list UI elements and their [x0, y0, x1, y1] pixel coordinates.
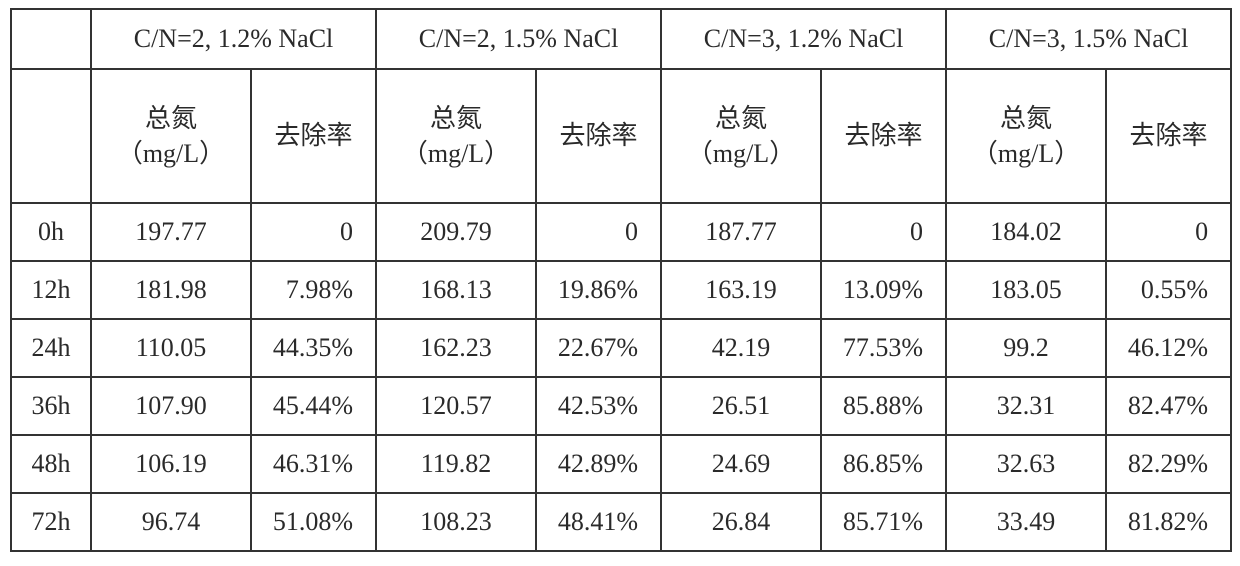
- tn-value: 183.05: [946, 261, 1106, 319]
- tn-value: 162.23: [376, 319, 536, 377]
- total-nitrogen-header: 总氮（mg/L）: [91, 69, 251, 203]
- tn-value: 110.05: [91, 319, 251, 377]
- condition-header: C/N=2, 1.2% NaCl: [91, 9, 376, 69]
- data-body: 0h 197.77 0 209.79 0 187.77 0 184.02 0 1…: [11, 203, 1231, 551]
- removal-rate-header: 去除率: [821, 69, 946, 203]
- table-row: 12h 181.98 7.98% 168.13 19.86% 163.19 13…: [11, 261, 1231, 319]
- total-nitrogen-header: 总氮（mg/L）: [946, 69, 1106, 203]
- removal-value: 46.12%: [1106, 319, 1231, 377]
- tn-value: 184.02: [946, 203, 1106, 261]
- corner-cell: [11, 9, 91, 69]
- tn-value: 96.74: [91, 493, 251, 551]
- removal-value: 42.53%: [536, 377, 661, 435]
- tn-value: 120.57: [376, 377, 536, 435]
- removal-value: 44.35%: [251, 319, 376, 377]
- table-row: 36h 107.90 45.44% 120.57 42.53% 26.51 85…: [11, 377, 1231, 435]
- removal-value: 0: [536, 203, 661, 261]
- removal-value: 48.41%: [536, 493, 661, 551]
- removal-value: 19.86%: [536, 261, 661, 319]
- total-nitrogen-header: 总氮（mg/L）: [661, 69, 821, 203]
- nitrogen-removal-table: C/N=2, 1.2% NaCl C/N=2, 1.5% NaCl C/N=3,…: [10, 8, 1232, 552]
- tn-value: 209.79: [376, 203, 536, 261]
- tn-value: 26.84: [661, 493, 821, 551]
- condition-header: C/N=3, 1.5% NaCl: [946, 9, 1231, 69]
- time-cell: 72h: [11, 493, 91, 551]
- table-row: 48h 106.19 46.31% 119.82 42.89% 24.69 86…: [11, 435, 1231, 493]
- table-row: 72h 96.74 51.08% 108.23 48.41% 26.84 85.…: [11, 493, 1231, 551]
- tn-value: 32.63: [946, 435, 1106, 493]
- table-row: 24h 110.05 44.35% 162.23 22.67% 42.19 77…: [11, 319, 1231, 377]
- tn-value: 163.19: [661, 261, 821, 319]
- removal-value: 86.85%: [821, 435, 946, 493]
- table-row: 0h 197.77 0 209.79 0 187.77 0 184.02 0: [11, 203, 1231, 261]
- removal-value: 51.08%: [251, 493, 376, 551]
- tn-value: 24.69: [661, 435, 821, 493]
- removal-value: 85.88%: [821, 377, 946, 435]
- time-cell: 0h: [11, 203, 91, 261]
- tn-value: 42.19: [661, 319, 821, 377]
- time-cell: 48h: [11, 435, 91, 493]
- condition-header-row: C/N=2, 1.2% NaCl C/N=2, 1.5% NaCl C/N=3,…: [11, 9, 1231, 69]
- total-nitrogen-header: 总氮（mg/L）: [376, 69, 536, 203]
- tn-value: 32.31: [946, 377, 1106, 435]
- removal-value: 22.67%: [536, 319, 661, 377]
- tn-value: 168.13: [376, 261, 536, 319]
- tn-value: 99.2: [946, 319, 1106, 377]
- tn-value: 107.90: [91, 377, 251, 435]
- removal-value: 7.98%: [251, 261, 376, 319]
- sub-header-row: 总氮（mg/L） 去除率 总氮（mg/L） 去除率 总氮（mg/L） 去除率 总…: [11, 69, 1231, 203]
- removal-value: 45.44%: [251, 377, 376, 435]
- time-cell: 12h: [11, 261, 91, 319]
- removal-rate-header: 去除率: [536, 69, 661, 203]
- time-cell: 24h: [11, 319, 91, 377]
- condition-header: C/N=2, 1.5% NaCl: [376, 9, 661, 69]
- tn-value: 33.49: [946, 493, 1106, 551]
- removal-rate-header: 去除率: [251, 69, 376, 203]
- removal-value: 0: [1106, 203, 1231, 261]
- removal-value: 85.71%: [821, 493, 946, 551]
- removal-value: 0: [251, 203, 376, 261]
- tn-value: 106.19: [91, 435, 251, 493]
- removal-rate-header: 去除率: [1106, 69, 1231, 203]
- removal-value: 77.53%: [821, 319, 946, 377]
- tn-value: 26.51: [661, 377, 821, 435]
- removal-value: 13.09%: [821, 261, 946, 319]
- removal-value: 0.55%: [1106, 261, 1231, 319]
- tn-value: 197.77: [91, 203, 251, 261]
- removal-value: 0: [821, 203, 946, 261]
- removal-value: 42.89%: [536, 435, 661, 493]
- tn-value: 181.98: [91, 261, 251, 319]
- tn-value: 108.23: [376, 493, 536, 551]
- tn-value: 119.82: [376, 435, 536, 493]
- time-cell: 36h: [11, 377, 91, 435]
- removal-value: 46.31%: [251, 435, 376, 493]
- time-header-cell: [11, 69, 91, 203]
- removal-value: 81.82%: [1106, 493, 1231, 551]
- removal-value: 82.47%: [1106, 377, 1231, 435]
- tn-value: 187.77: [661, 203, 821, 261]
- condition-header: C/N=3, 1.2% NaCl: [661, 9, 946, 69]
- removal-value: 82.29%: [1106, 435, 1231, 493]
